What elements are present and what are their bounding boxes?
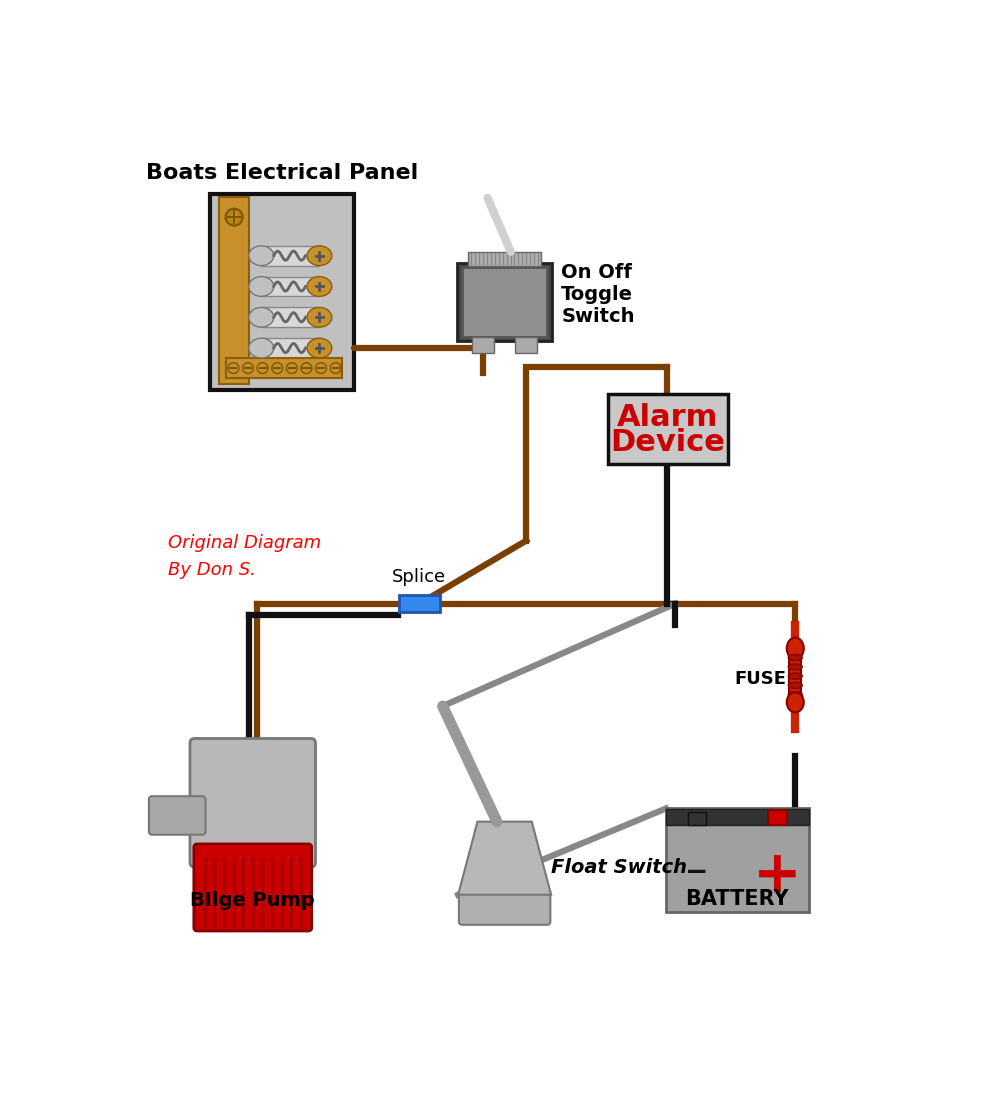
Circle shape [316,363,327,373]
Ellipse shape [249,277,274,296]
FancyBboxPatch shape [459,892,550,925]
Bar [220,198,249,384]
FancyBboxPatch shape [190,739,316,867]
Text: On Off
Toggle
Switch: On Off Toggle Switch [561,263,634,326]
Bar [262,307,320,327]
Text: +: + [753,847,802,904]
Text: By Don S.: By Don S. [168,561,256,580]
Circle shape [301,363,312,373]
Bar [262,277,320,296]
Ellipse shape [788,664,802,670]
Ellipse shape [307,338,332,358]
Ellipse shape [788,691,802,698]
Bar [262,246,320,266]
FancyBboxPatch shape [149,796,206,835]
Text: BATTERY: BATTERY [685,889,789,909]
Text: Splice: Splice [393,569,447,586]
Text: Device: Device [610,428,725,457]
Circle shape [228,363,239,373]
Ellipse shape [249,246,274,266]
Bar [469,252,541,266]
Bar [515,337,537,353]
Ellipse shape [307,307,332,327]
Bar [458,263,551,341]
Ellipse shape [788,655,802,660]
Text: Alarm: Alarm [616,403,718,432]
FancyBboxPatch shape [194,843,312,931]
Ellipse shape [307,246,332,266]
Ellipse shape [249,307,274,327]
Ellipse shape [249,338,274,358]
Text: Float Switch: Float Switch [551,858,687,878]
Bar [665,808,809,912]
Circle shape [331,363,341,373]
Bar [789,648,801,699]
Ellipse shape [788,673,802,679]
Bar [665,808,809,826]
Circle shape [272,363,283,373]
Circle shape [287,363,298,373]
Text: Boats Electrical Panel: Boats Electrical Panel [146,162,418,182]
Text: Original Diagram: Original Diagram [168,534,321,552]
Text: −: − [685,858,708,885]
Bar [607,394,728,464]
Text: BIlge Pump: BIlge Pump [191,891,315,911]
Bar [473,337,494,353]
Polygon shape [459,821,551,894]
Bar [262,338,320,358]
Ellipse shape [788,682,802,689]
Bar [226,358,342,378]
Circle shape [257,363,268,373]
Bar [687,811,706,826]
Bar [400,595,440,613]
Text: FUSE: FUSE [734,670,786,688]
Circle shape [231,213,238,221]
Ellipse shape [307,277,332,296]
Circle shape [243,363,254,373]
Ellipse shape [787,638,804,659]
Ellipse shape [787,692,804,712]
Circle shape [226,209,243,225]
Bar [768,810,787,826]
Bar [210,194,354,391]
Bar [462,267,547,337]
